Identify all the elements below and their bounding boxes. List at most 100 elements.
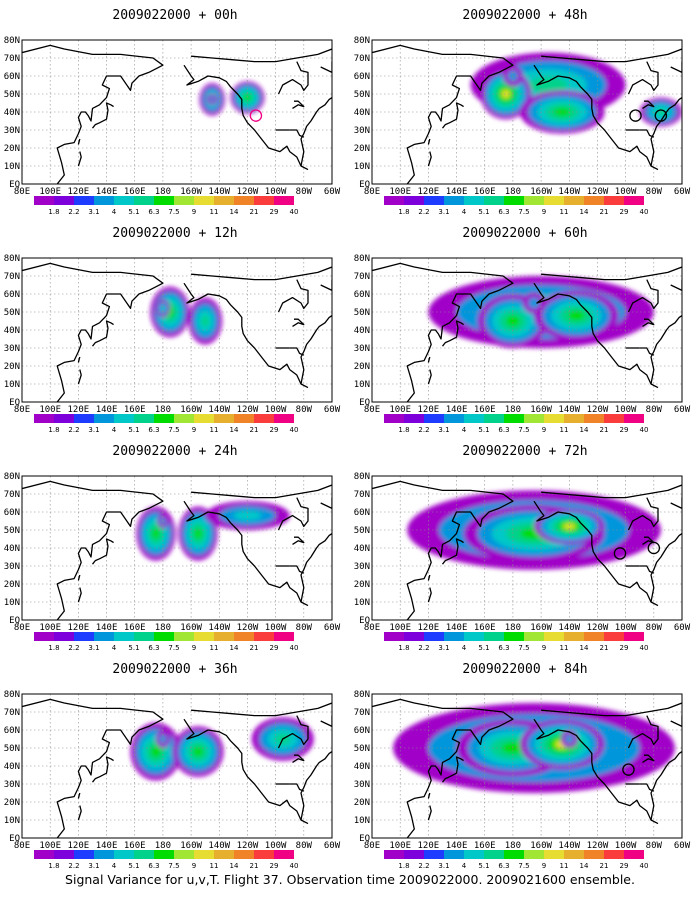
colorbar-swatch — [444, 850, 464, 859]
colorbar-label: 7.5 — [518, 862, 529, 870]
colorbar-swatch — [404, 632, 424, 641]
lon-tick-label: 120E — [418, 187, 440, 197]
lat-tick-label: 60N — [4, 508, 20, 518]
lon-tick-label: 160E — [474, 623, 496, 633]
lon-tick-label: 160E — [124, 841, 146, 851]
colorbar-swatch — [254, 850, 274, 859]
lon-tick-label: 100E — [39, 187, 61, 197]
lon-tick-label: 60W — [324, 623, 341, 633]
lat-tick-label: 20N — [354, 144, 370, 154]
colorbar-swatch — [34, 414, 54, 423]
colorbar-swatch — [424, 632, 444, 641]
colorbar-swatch — [484, 850, 504, 859]
colorbar-swatch — [154, 414, 174, 423]
colorbar-label: 3.1 — [88, 862, 99, 870]
colorbar-label: 3.1 — [438, 644, 449, 652]
colorbar-swatch — [194, 632, 214, 641]
colorbar-label: 21 — [600, 862, 609, 870]
colorbar-swatch — [234, 414, 254, 423]
lon-tick-label: 140W — [208, 405, 230, 415]
lat-tick-label: 30N — [4, 780, 20, 790]
colorbar-label: 29 — [620, 644, 629, 652]
colorbar-swatch — [54, 196, 74, 205]
colorbar-label: 40 — [640, 208, 649, 216]
lon-tick-label: 100W — [265, 841, 287, 851]
colorbar-label: 2.2 — [418, 426, 429, 434]
lat-tick-label: 50N — [4, 526, 20, 536]
colorbar-label: 2.2 — [418, 644, 429, 652]
lon-tick-label: 80W — [296, 187, 313, 197]
colorbar-label: 29 — [270, 208, 279, 216]
lon-tick-label: 120W — [237, 623, 259, 633]
lat-tick-label: EQ — [9, 834, 20, 844]
lon-tick-label: 140E — [446, 623, 468, 633]
colorbar-label: 14 — [580, 644, 589, 652]
lon-tick-label: 120E — [68, 841, 90, 851]
coastlines — [372, 698, 682, 838]
figure-footer: Signal Variance for u,v,T. Flight 37. Ob… — [65, 872, 635, 887]
colorbar-label: 40 — [290, 644, 299, 652]
lon-tick-label: 120E — [418, 405, 440, 415]
colorbar-swatch — [504, 632, 524, 641]
lat-tick-label: 50N — [4, 744, 20, 754]
lat-tick-label: 40N — [354, 762, 370, 772]
lon-tick-label: 80E — [14, 841, 30, 851]
colorbar-swatch — [174, 850, 194, 859]
colorbar-swatch — [584, 850, 604, 859]
colorbar-label: 4 — [462, 426, 467, 434]
colorbar-swatch — [194, 196, 214, 205]
colorbar-swatch — [234, 632, 254, 641]
grid — [22, 40, 332, 184]
lon-tick-label: 100W — [265, 623, 287, 633]
colorbar-label: 1.8 — [48, 426, 59, 434]
colorbar-label: 40 — [640, 644, 649, 652]
lat-tick-label: 30N — [4, 126, 20, 136]
colorbar-label: 1.8 — [48, 862, 59, 870]
colorbar-label: 9 — [192, 208, 196, 216]
colorbar-label: 21 — [250, 208, 259, 216]
lat-tick-label: 10N — [4, 380, 20, 390]
colorbar-swatch — [34, 632, 54, 641]
colorbar-label: 21 — [250, 862, 259, 870]
colorbar: 1.8 2.2 3.1 4 5.1 6.3 7.5 9 11 14 21 29 40 — [34, 850, 298, 870]
colorbar-label: 1.8 — [398, 208, 409, 216]
colorbar-swatch — [464, 414, 484, 423]
colorbar: 1.8 2.2 3.1 4 5.1 6.3 7.5 9 11 14 21 29 40 — [34, 196, 298, 216]
colorbar-swatch — [624, 632, 644, 641]
colorbar-swatch — [484, 196, 504, 205]
colorbar-label: 9 — [192, 644, 196, 652]
colorbar-label: 14 — [580, 862, 589, 870]
colorbar-label: 14 — [580, 426, 589, 434]
colorbar-label: 14 — [230, 644, 239, 652]
colorbar-swatch — [524, 632, 544, 641]
lat-tick-label: 20N — [4, 580, 20, 590]
colorbar-swatch — [134, 196, 154, 205]
colorbar-swatch — [584, 414, 604, 423]
colorbar-swatch — [114, 414, 134, 423]
lat-tick-label: 70N — [354, 272, 370, 282]
colorbar-label: 4 — [112, 426, 117, 434]
lon-tick-label: 100W — [265, 187, 287, 197]
colorbar-swatch — [564, 850, 584, 859]
variance-field — [470, 52, 682, 134]
colorbar-swatch — [384, 414, 404, 423]
colorbar: 1.8 2.2 3.1 4 5.1 6.3 7.5 9 11 14 21 29 40 — [34, 632, 298, 652]
lat-tick-label: 50N — [4, 90, 20, 100]
lon-tick-label: 120W — [587, 405, 609, 415]
colorbar-label: 11 — [560, 862, 569, 870]
colorbar-label: 6.3 — [498, 426, 509, 434]
colorbar-swatch — [254, 632, 274, 641]
colorbar-label: 3.1 — [438, 862, 449, 870]
lon-tick-label: 60W — [674, 405, 691, 415]
lat-tick-label: 30N — [4, 344, 20, 354]
colorbar-swatch — [484, 414, 504, 423]
colorbar-swatch — [444, 414, 464, 423]
variance-contour — [244, 94, 251, 101]
map-panel-p36: 2009022000 + 36h 80N 70N 60N 50N 40N 30N 20N 10N… — [0, 654, 350, 872]
colorbar-swatch — [564, 632, 584, 641]
colorbar-swatch — [564, 414, 584, 423]
lon-tick-label: 120E — [68, 405, 90, 415]
variance-contour — [501, 89, 511, 99]
colorbar-label: 6.3 — [148, 426, 159, 434]
